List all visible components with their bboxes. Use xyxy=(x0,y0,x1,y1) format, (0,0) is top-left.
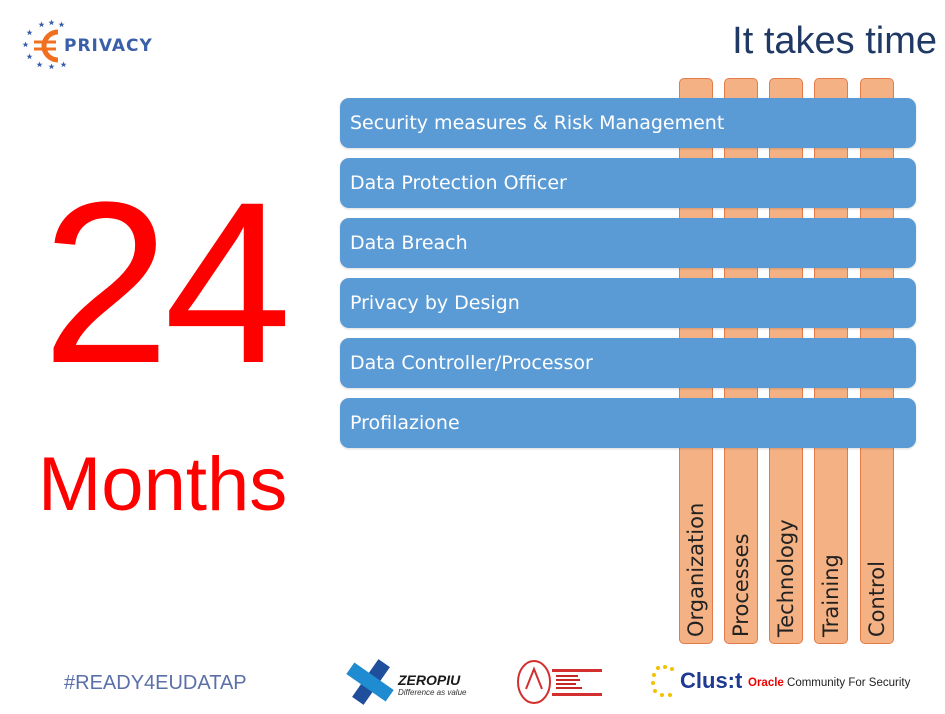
clusit-name: Clus:t xyxy=(680,668,743,693)
row-security-measures: Security measures & Risk Management xyxy=(340,98,916,148)
column-label: Technology xyxy=(774,519,798,637)
aipsi-logo-icon xyxy=(517,660,602,704)
euro-stars-icon xyxy=(22,19,67,70)
column-label: Processes xyxy=(729,533,753,637)
oracle-community-text: Community For Security xyxy=(783,677,911,689)
row-privacy-by-design: Privacy by Design xyxy=(340,278,916,328)
column-label: Training xyxy=(819,554,843,637)
column-label: Organization xyxy=(684,502,708,637)
clusit-stars-icon xyxy=(651,665,674,697)
row-data-controller: Data Controller/Processor xyxy=(340,338,916,388)
row-profilazione: Profilazione xyxy=(340,398,916,448)
eprivacy-logo: PRIVACY xyxy=(22,18,182,80)
column-label: Control xyxy=(865,561,889,637)
row-data-protection-officer: Data Protection Officer xyxy=(340,158,916,208)
oracle-brand: Oracle xyxy=(748,677,784,689)
page-title: It takes time xyxy=(732,20,937,62)
countdown-number: 24 xyxy=(42,154,292,411)
zeropiu-tagline: Difference as value xyxy=(398,688,467,697)
countdown-unit: Months xyxy=(38,442,288,527)
row-data-breach: Data Breach xyxy=(340,218,916,268)
zeropiu-logo-icon xyxy=(346,659,394,705)
oracle-community-label: Oracle Community For Security xyxy=(748,677,910,689)
hashtag: #READY4EUDATAP xyxy=(64,672,247,694)
zeropiu-name: ZEROPIU xyxy=(398,672,461,688)
logo-text: PRIVACY xyxy=(64,36,153,56)
